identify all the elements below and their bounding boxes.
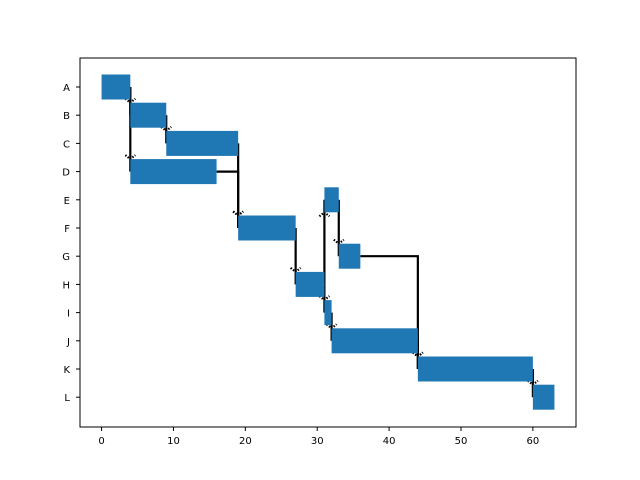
y-tick-label: F: [64, 224, 70, 235]
y-tick-label: C: [63, 139, 70, 150]
plot-frame: [79, 57, 577, 428]
task-bars: [101, 74, 555, 410]
x-tick-label: 30: [311, 436, 324, 447]
y-tick-label: A: [63, 83, 70, 94]
task-bar-l: [532, 384, 555, 410]
task-bar-f: [238, 215, 296, 241]
dependency-link: [216, 170, 240, 228]
x-axis: 0 10 20 30 40 50 60: [98, 427, 539, 447]
x-tick-label: 0: [98, 436, 104, 447]
task-bar-i: [324, 300, 332, 326]
y-tick-label: D: [62, 168, 70, 179]
task-bar-e: [324, 187, 339, 213]
x-tick-label: 50: [455, 436, 468, 447]
x-tick-label: 20: [239, 436, 252, 447]
y-tick-label: I: [67, 309, 70, 320]
dependency-arrowhead: [412, 351, 424, 358]
y-tick-label: L: [64, 393, 70, 404]
x-tick-label: 40: [383, 436, 396, 447]
y-axis: A B C D E F G H I J K L: [62, 83, 80, 404]
y-tick-label: E: [64, 196, 70, 207]
y-tick-label: B: [63, 111, 70, 122]
task-bar-d: [130, 159, 217, 185]
x-tick-label: 60: [527, 436, 540, 447]
task-bar-c: [166, 130, 239, 156]
dependency-arrowhead: [325, 323, 338, 330]
task-bar-g: [338, 243, 361, 269]
y-tick-label: H: [62, 280, 70, 291]
task-bar-b: [130, 102, 167, 128]
task-bar-j: [331, 328, 418, 354]
task-bar-k: [417, 356, 533, 382]
y-tick-label: G: [62, 252, 70, 263]
task-bar-a: [101, 74, 131, 100]
y-tick-label: J: [66, 337, 70, 348]
x-tick-label: 10: [167, 436, 180, 447]
task-bar-h: [295, 271, 325, 297]
y-tick-label: K: [63, 365, 70, 376]
dependency-arrowhead: [289, 267, 302, 274]
